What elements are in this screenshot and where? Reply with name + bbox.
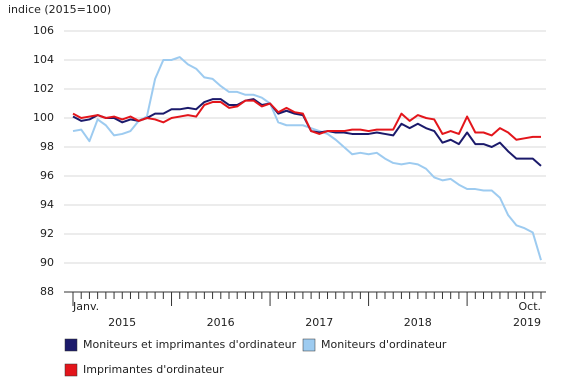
- year-label: 2018: [404, 316, 432, 329]
- y-tick-label: 96: [40, 169, 54, 182]
- y-tick-label: 88: [40, 285, 54, 298]
- y-tick-label: 106: [33, 24, 54, 37]
- y-tick-label: 100: [33, 111, 54, 124]
- series-line: [72, 56, 542, 261]
- x-tick-label: Janv.: [72, 300, 99, 313]
- legend-label: Imprimantes d'ordinateur: [83, 363, 224, 376]
- x-tick-label: Oct.: [518, 300, 541, 313]
- legend-swatch: [64, 363, 78, 377]
- series-line: [72, 99, 541, 141]
- year-label: 2017: [305, 316, 333, 329]
- y-tick-label: 98: [40, 140, 54, 153]
- y-axis-label: indice (2015=100): [8, 3, 111, 16]
- y-tick-label: 90: [40, 256, 54, 269]
- year-label: 2015: [108, 316, 136, 329]
- series-line: [72, 98, 542, 167]
- year-label: 2019: [513, 316, 541, 329]
- y-tick-label: 92: [40, 227, 54, 240]
- year-label: 2016: [207, 316, 235, 329]
- y-tick-label: 102: [33, 82, 54, 95]
- y-tick-label: 94: [40, 198, 54, 211]
- y-tick-label: 104: [33, 53, 54, 66]
- legend-swatch: [64, 338, 78, 352]
- legend-label: Moniteurs d'ordinateur: [321, 338, 447, 351]
- legend-label: Moniteurs et imprimantes d'ordinateur: [83, 338, 297, 351]
- legend-swatch: [302, 338, 316, 352]
